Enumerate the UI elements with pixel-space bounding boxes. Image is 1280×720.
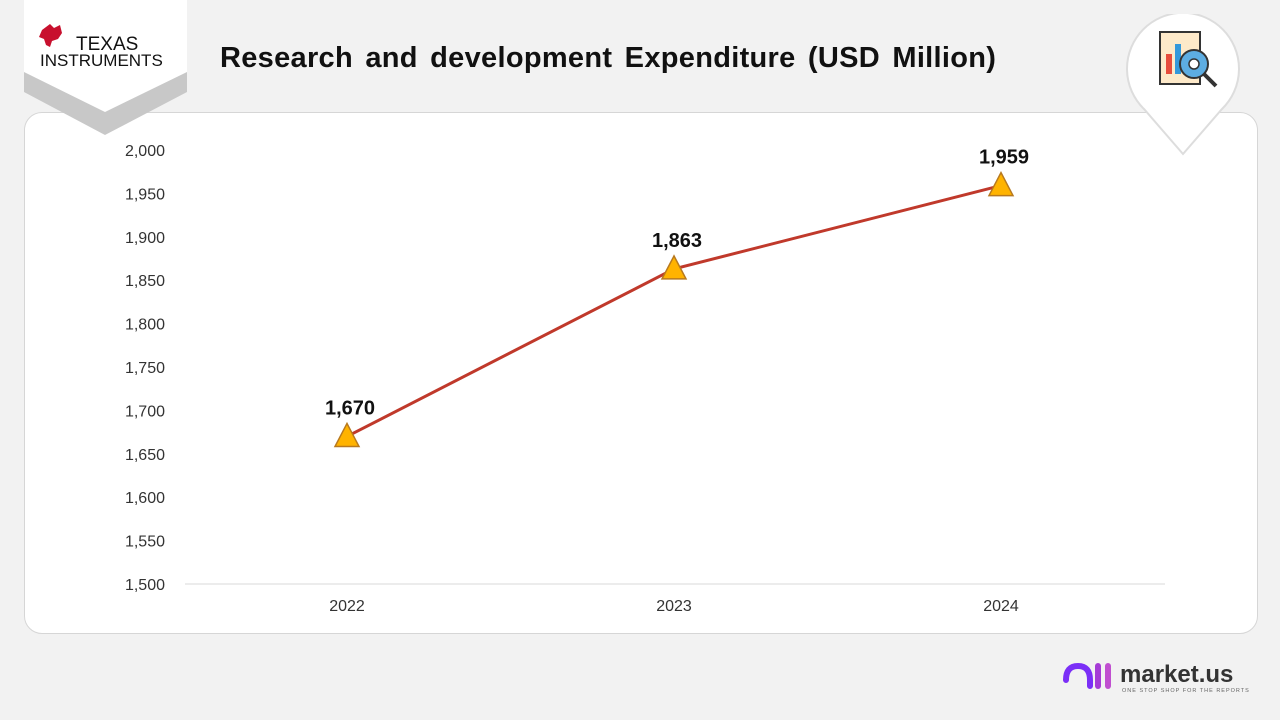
y-tick-label: 1,850 (125, 273, 165, 290)
market-us-logo: market.us ONE STOP SHOP FOR THE REPORTS (1063, 661, 1250, 694)
svg-text:INSTRUMENTS: INSTRUMENTS (40, 51, 163, 70)
y-tick-label: 1,600 (125, 490, 165, 507)
data-label: 1,863 (652, 230, 702, 252)
texas-instruments-logo: TEXAS INSTRUMENTS (24, 0, 187, 135)
brand-tagline: ONE STOP SHOP FOR THE REPORTS (1122, 688, 1250, 694)
y-tick-label: 1,800 (125, 317, 165, 334)
y-tick-label: 1,900 (125, 230, 165, 247)
chart-card (24, 112, 1258, 634)
y-tick-label: 1,950 (125, 186, 165, 203)
svg-text:TEXAS: TEXAS (76, 34, 138, 55)
y-tick-label: 1,500 (125, 577, 165, 594)
y-tick-label: 2,000 (125, 143, 165, 160)
data-label: 1,959 (979, 147, 1029, 169)
data-label: 1,670 (325, 397, 375, 419)
y-tick-label: 1,700 (125, 403, 165, 420)
data-point-marker (333, 421, 361, 448)
brand-name: market.us (1120, 661, 1233, 688)
data-point-marker (987, 170, 1015, 197)
x-tick-label: 2023 (656, 598, 692, 615)
report-analytics-icon (1126, 14, 1240, 156)
page-title: Research and development Expenditure (US… (220, 42, 997, 74)
x-tick-label: 2024 (983, 598, 1019, 615)
series-line (346, 184, 1002, 438)
y-tick-label: 1,650 (125, 447, 165, 464)
y-tick-label: 1,550 (125, 534, 165, 551)
data-point-marker (660, 254, 688, 280)
y-tick-label: 1,750 (125, 360, 165, 377)
x-tick-label: 2022 (329, 598, 365, 615)
